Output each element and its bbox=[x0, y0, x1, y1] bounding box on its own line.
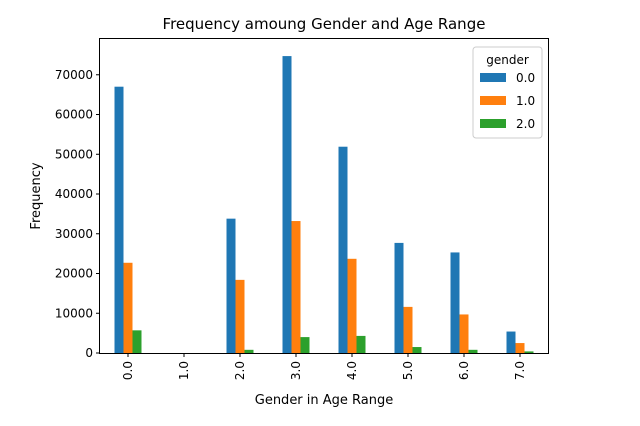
chart-title: Frequency amoung Gender and Age Range bbox=[163, 15, 486, 33]
bar bbox=[244, 349, 254, 353]
bar bbox=[132, 330, 142, 353]
y-tick-label: 50000 bbox=[55, 147, 93, 161]
y-tick-label: 30000 bbox=[55, 227, 93, 241]
bar bbox=[226, 218, 236, 353]
y-tick-label: 0 bbox=[85, 346, 93, 360]
legend-swatch bbox=[480, 73, 506, 82]
y-axis: 0 10000 20000 30000 40000 50000 60000 70000 bbox=[55, 68, 100, 360]
bar bbox=[403, 306, 413, 353]
bar bbox=[114, 86, 124, 353]
bar bbox=[282, 56, 292, 354]
bar bbox=[468, 349, 478, 353]
legend-swatch bbox=[480, 119, 506, 128]
x-tick-label: 6.0 bbox=[457, 361, 471, 380]
bar bbox=[515, 343, 525, 353]
x-tick-label: 0.0 bbox=[121, 361, 135, 380]
x-axis: 0.0 1.0 2.0 3.0 4.0 5.0 6.0 7.0 bbox=[121, 353, 527, 380]
y-axis-label: Frequency bbox=[29, 162, 44, 229]
legend-box bbox=[472, 46, 543, 139]
bar bbox=[235, 279, 245, 353]
bar bbox=[123, 262, 133, 353]
bar bbox=[347, 258, 357, 353]
bar bbox=[356, 335, 366, 353]
legend-swatch bbox=[480, 96, 506, 105]
x-tick-label: 2.0 bbox=[233, 361, 247, 380]
legend-label: 0.0 bbox=[516, 71, 535, 85]
x-tick-label: 1.0 bbox=[177, 361, 191, 380]
axes-frame bbox=[99, 38, 549, 354]
bar bbox=[506, 331, 516, 353]
x-tick-label: 4.0 bbox=[345, 361, 359, 380]
y-tick-label: 70000 bbox=[55, 68, 93, 82]
x-tick-label: 5.0 bbox=[401, 361, 415, 380]
y-tick-label: 20000 bbox=[55, 267, 93, 281]
legend-label: 2.0 bbox=[516, 117, 535, 131]
bar bbox=[412, 347, 422, 353]
legend-title: gender bbox=[486, 53, 529, 67]
y-tick-label: 40000 bbox=[55, 187, 93, 201]
bar bbox=[300, 337, 310, 353]
bar bbox=[291, 221, 301, 353]
x-tick-label: 7.0 bbox=[513, 361, 527, 380]
bar bbox=[394, 242, 404, 353]
bar bbox=[338, 146, 348, 353]
plot-area bbox=[114, 56, 534, 354]
bar bbox=[524, 351, 534, 353]
x-axis-label: Gender in Age Range bbox=[255, 393, 394, 408]
y-tick-label: 10000 bbox=[55, 306, 93, 320]
legend-label: 1.0 bbox=[516, 94, 535, 108]
legend: gender 0.0 1.0 2.0 bbox=[472, 46, 543, 139]
y-tick-label: 60000 bbox=[55, 108, 93, 122]
bar bbox=[450, 252, 460, 353]
bar bbox=[459, 314, 469, 353]
x-tick-label: 3.0 bbox=[289, 361, 303, 380]
